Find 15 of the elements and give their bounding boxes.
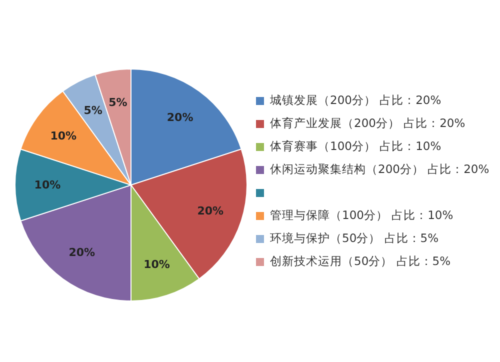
legend-label: 创新技术运用（50分） 占比：5% xyxy=(270,254,451,269)
data-label: 10% xyxy=(34,178,61,192)
data-label: 20% xyxy=(68,246,96,260)
data-label: 20% xyxy=(166,110,194,124)
data-label: 10% xyxy=(144,258,170,271)
data-label: 10% xyxy=(50,129,77,142)
legend-label: 环境与保护（50分） 占比：5% xyxy=(270,231,439,246)
data-label: 20% xyxy=(197,204,224,218)
legend-label: 管理与保障（100分） 占比：10% xyxy=(270,208,454,223)
data-label: 5% xyxy=(108,96,128,110)
data-label: 5% xyxy=(84,104,102,118)
legend-label: 体育赛事（100分） 占比：10% xyxy=(270,139,442,154)
legend-label: 休闲运动聚集结构（200分） 占比：20% xyxy=(270,162,490,177)
legend-label: 城镇发展（200分） 占比：20% xyxy=(270,93,442,108)
legend-label: 体育产业发展（200分） 占比：20% xyxy=(270,116,466,131)
